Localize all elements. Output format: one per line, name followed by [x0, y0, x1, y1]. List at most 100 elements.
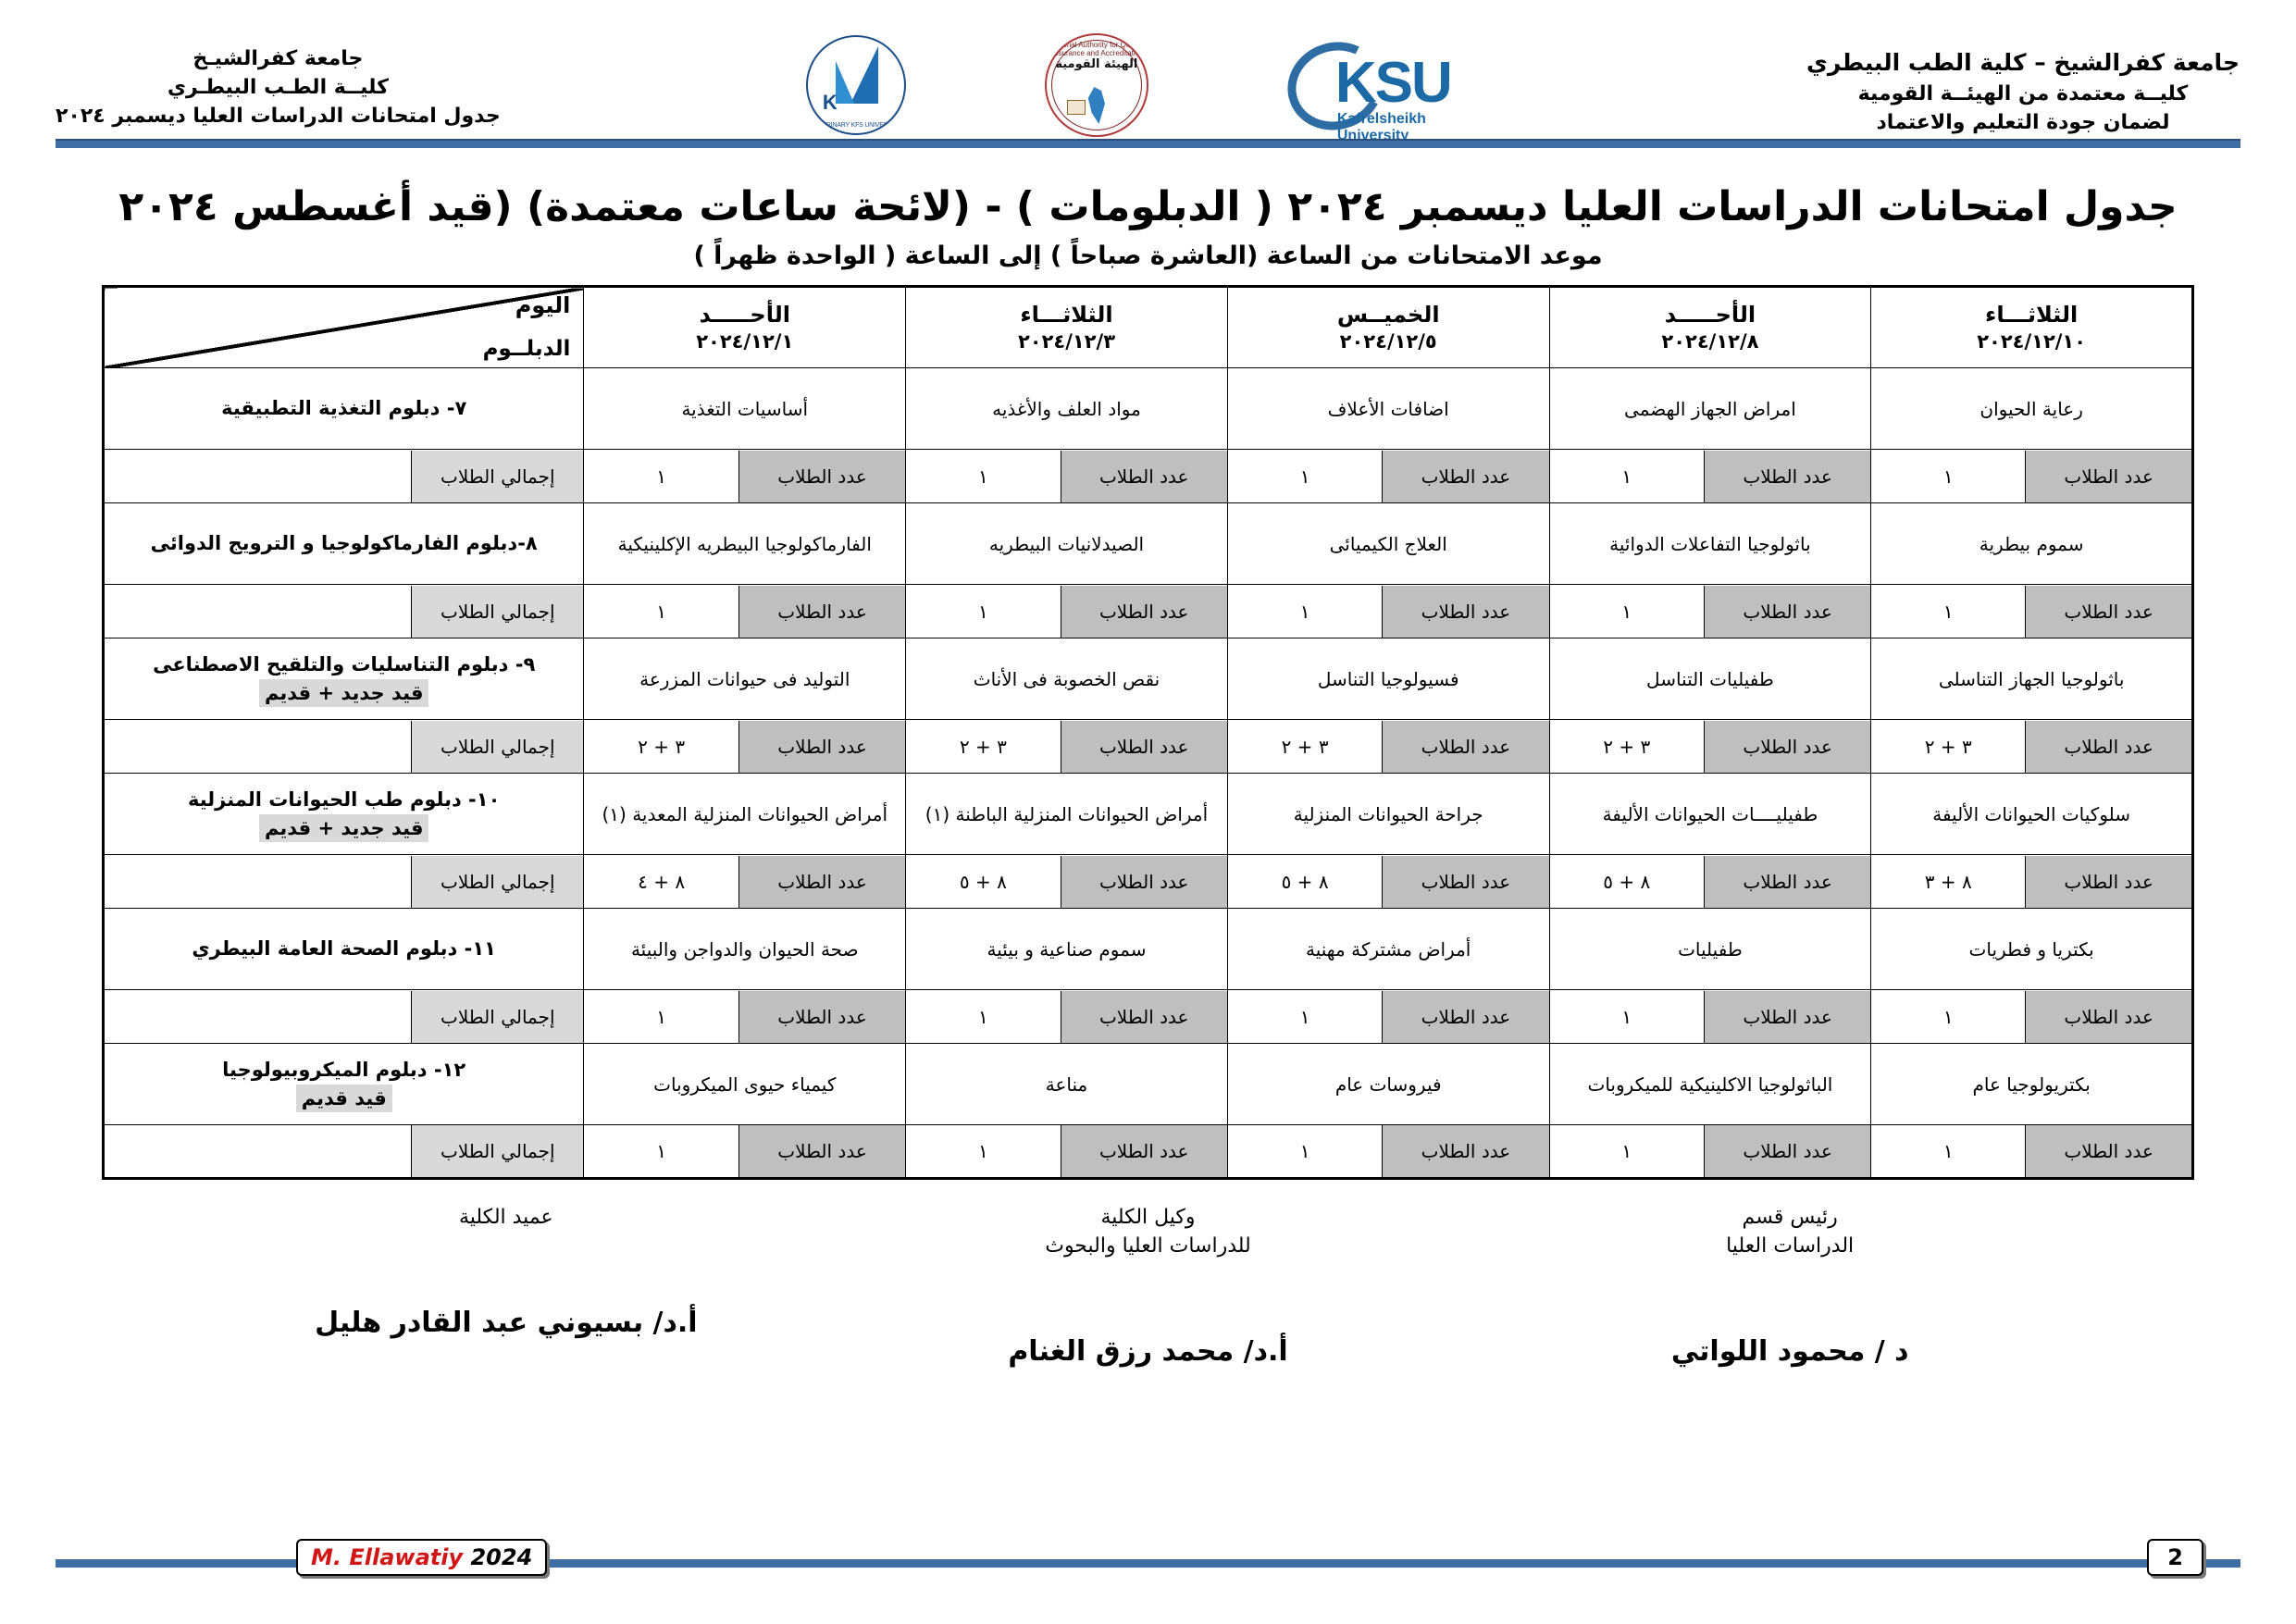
student-count-cell: عدد الطلاب ١ — [1226, 449, 1550, 503]
table-row: رعاية الحيوان امراض الجهاز الهضمى اضافات ا… — [102, 367, 2193, 450]
count-value: ١ — [906, 1125, 1061, 1177]
total-label: إجمالي الطلاب — [411, 990, 584, 1043]
count-value: ١ — [1227, 990, 1383, 1043]
count-label: عدد الطلاب — [1060, 1125, 1227, 1177]
signature-role: رئيس قسم الدراسات العليا — [1726, 1206, 1855, 1258]
seal-ring-shape — [1050, 40, 1142, 130]
day-header-cell: الخميــس ٢٠٢٤/١٢/٥ — [1226, 286, 1550, 368]
egypt-emblem-shape — [1066, 100, 1086, 115]
count-value: ٨ + ٥ — [1227, 855, 1383, 908]
signature-item: رئيس قسم الدراسات العليا د / محمود اللواتي — [1469, 1204, 2111, 1368]
count-label: عدد الطلاب — [2025, 450, 2191, 502]
kfs-seal-caption: VETERINARY KFS UNIVERSITY — [810, 122, 902, 129]
subject-cell: مواد العلف والأغذيه — [905, 367, 1228, 450]
count-value: ١ — [1227, 585, 1383, 638]
student-count-cell: عدد الطلاب ٨ + ٥ — [905, 854, 1228, 909]
student-count-cell: عدد الطلاب ٣ + ٢ — [1548, 719, 1872, 774]
diploma-name-cell: ١٢- دبلوم الميكروبيولوجيا قيد قديم — [102, 1043, 585, 1125]
count-value: ٣ + ٢ — [584, 720, 738, 773]
day-name: الأحـــــد — [699, 301, 790, 328]
count-value: ١ — [1871, 450, 2026, 502]
count-value: ٣ + ٢ — [1549, 720, 1704, 773]
student-count-cell: عدد الطلاب ١ — [1226, 584, 1550, 638]
subject-cell: أساسيات التغذية — [583, 367, 907, 450]
day-date: ٢٠٢٤/١٢/٣ — [1017, 329, 1116, 353]
header-left-line3: لضمان جودة التعليم والاعتماد — [1876, 110, 2170, 134]
subject-cell: امراض الجهاز الهضمى — [1548, 367, 1872, 450]
subject-cell: الفارماكولوجيا البيطريه الإكلينيكية — [583, 502, 907, 585]
header-logos: KSU Kafrelsheikh University National Aut… — [805, 17, 1500, 143]
count-value: ٣ + ٢ — [906, 720, 1061, 773]
diploma-name-cell: ١١- دبلوم الصحة العامة البيطري — [102, 908, 585, 990]
signature-name: أ.د/ محمد رزق الغنام — [1008, 1334, 1288, 1368]
count-label: عدد الطلاب — [738, 1125, 906, 1177]
student-count-cell: عدد الطلاب ٨ + ٥ — [1548, 854, 1872, 909]
footer-rule — [56, 1559, 2240, 1568]
student-count-cell: عدد الطلاب ١ — [905, 584, 1228, 638]
header-right-line1: جامعة كفرالشيـخ — [192, 47, 364, 70]
signature-name: د / محمود اللواتي — [1670, 1334, 1909, 1368]
total-students-cell: إجمالي الطلاب — [102, 854, 585, 909]
diploma-label: ١٠- دبلوم طب الحيوانات المنزلية — [187, 788, 501, 812]
total-value — [105, 990, 412, 1043]
schedule-table-wrapper: الثلاثـــاء ٢٠٢٤/١٢/١٠ الأحـــــد ٢٠٢٤/١٢/٨… — [0, 285, 2296, 1180]
subject-cell: جراحة الحيوانات المنزلية — [1226, 773, 1550, 855]
signature-role: عميد الكلية — [458, 1206, 553, 1229]
student-count-cell: عدد الطلاب ١ — [1870, 1124, 2193, 1179]
count-value: ١ — [1549, 585, 1704, 638]
signature-item: وكيل الكلية للدراسات العليا والبحوث أ.د/ م… — [827, 1204, 1470, 1368]
day-header-cell: الأحـــــد ٢٠٢٤/١٢/٨ — [1548, 286, 1872, 368]
count-label: عدد الطلاب — [738, 990, 906, 1043]
count-value: ٨ + ٥ — [1549, 855, 1704, 908]
subject-cell: بكتريا و فطريات — [1870, 908, 2193, 990]
student-count-cell: عدد الطلاب ٨ + ٥ — [1226, 854, 1550, 909]
count-value: ٣ + ٢ — [1871, 720, 2026, 773]
table-row-counts: عدد الطلاب ١ عدد الطلاب ١ عدد الطلاب ١ عدد الط… — [102, 584, 2193, 638]
header-right-line2: كليــة الطـب البيطـري — [167, 76, 389, 100]
naqaae-seal-icon: National Authority for Quality Assurance… — [1044, 33, 1148, 137]
student-count-cell: عدد الطلاب ١ — [1548, 584, 1872, 638]
count-label: عدد الطلاب — [1382, 720, 1549, 773]
student-count-cell: عدد الطلاب ١ — [905, 449, 1228, 503]
day-header-cell: الأحـــــد ٢٠٢٤/١٢/١ — [583, 286, 907, 368]
day-header-cell: الثلاثـــاء ٢٠٢٤/١٢/٣ — [905, 286, 1228, 368]
count-label: عدد الطلاب — [1704, 1125, 1871, 1177]
sail-secondary-shape — [835, 61, 854, 104]
day-date: ٢٠٢٤/١٢/١ — [696, 329, 794, 353]
exam-schedule-table: الثلاثـــاء ٢٠٢٤/١٢/١٠ الأحـــــد ٢٠٢٤/١٢/٨… — [102, 285, 2194, 1180]
document-footer: M. Ellawatiy 2024 2 — [0, 1531, 2296, 1596]
header-divider-rule — [56, 139, 2240, 148]
total-value — [105, 855, 412, 908]
count-label: عدد الطلاب — [1060, 990, 1227, 1043]
count-label: عدد الطلاب — [1382, 585, 1549, 638]
day-date: ٢٠٢٤/١٢/٥ — [1339, 329, 1437, 353]
subject-cell: الصيدلانيات البيطريه — [905, 502, 1228, 585]
student-count-cell: عدد الطلاب ١ — [1226, 989, 1550, 1044]
subject-cell: كيمياء حيوى الميكروبات — [583, 1043, 907, 1125]
table-row: باثولوجيا الجهاز التناسلى طفيليات التناسل… — [102, 638, 2193, 720]
count-label: عدد الطلاب — [1060, 450, 1227, 502]
subject-cell: أمراض الحيوانات المنزلية المعدية (١) — [583, 773, 907, 855]
count-label: عدد الطلاب — [1060, 855, 1227, 908]
day-date: ٢٠٢٤/١٢/١٠ — [1977, 329, 2087, 353]
day-header-cell: الثلاثـــاء ٢٠٢٤/١٢/١٠ — [1870, 286, 2193, 368]
count-label: عدد الطلاب — [2025, 990, 2191, 1043]
corner-diploma-label: الدبلــوم — [482, 337, 571, 362]
count-value: ١ — [1871, 1125, 2026, 1177]
diploma-name-cell: ٩- دبلوم التناسليات والتلقيح الاصطناعى قي… — [102, 638, 585, 720]
diploma-name-cell: ٧- دبلوم التغذية التطبيقية — [102, 367, 585, 450]
total-value — [105, 450, 412, 502]
count-value: ١ — [584, 450, 738, 502]
count-label: عدد الطلاب — [1704, 855, 1871, 908]
count-label: عدد الطلاب — [1382, 1125, 1549, 1177]
diploma-status-badge: قيد قديم — [295, 1084, 392, 1112]
total-value — [105, 720, 412, 773]
total-label: إجمالي الطلاب — [411, 585, 584, 638]
student-count-cell: عدد الطلاب ١ — [583, 1124, 907, 1179]
student-count-cell: عدد الطلاب ١ — [905, 1124, 1228, 1179]
table-row-counts: عدد الطلاب ١ عدد الطلاب ١ عدد الطلاب ١ عدد الط… — [102, 989, 2193, 1044]
count-value: ١ — [584, 990, 738, 1043]
header-right-line3: جدول امتحانات الدراسات العليا ديسمبر ٢٠٢… — [56, 105, 501, 129]
subject-cell: سلوكيات الحيوانات الأليفة — [1870, 773, 2193, 855]
